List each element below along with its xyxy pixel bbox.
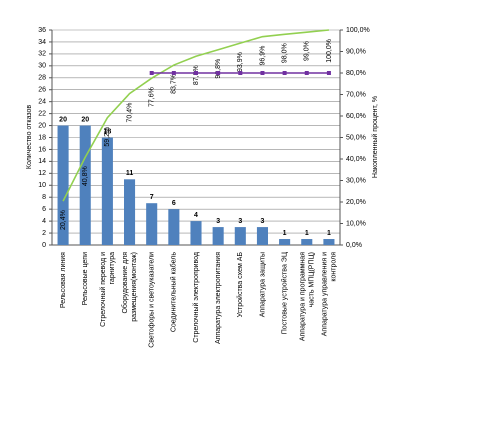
x-tick-label: Оборудование для размещения(монтаж) <box>121 252 138 322</box>
line-marker <box>260 71 265 75</box>
line-value-label: 87,8% <box>193 65 200 85</box>
y-tick-label: 30 <box>38 63 46 70</box>
x-tick-label: Аппаратура защиты <box>259 252 266 317</box>
bar-value-label: 4 <box>194 212 198 219</box>
line-value-label: 99,0% <box>304 41 311 61</box>
bar <box>146 203 158 245</box>
bar-value-label: 1 <box>327 230 331 237</box>
y2-tick-label: 40,0% <box>346 156 366 163</box>
y-tick-label: 20 <box>38 122 46 129</box>
y-tick-label: 34 <box>38 39 46 46</box>
y2-tick-label: 10,0% <box>346 220 366 227</box>
line-value-label: 83,7% <box>171 74 178 94</box>
line-value-label: 98,0% <box>281 43 288 63</box>
y-tick-label: 12 <box>38 170 46 177</box>
x-tick-label: Рельсовые цепи <box>82 252 89 305</box>
x-tick-label: Аппаратура и программная часть МПЦ(РПЦ) <box>299 252 315 341</box>
line-value-label: 40,8% <box>82 166 89 186</box>
line-marker <box>171 71 176 75</box>
line-marker <box>194 71 198 75</box>
bar <box>234 227 246 245</box>
y2-axis-title: Накопленный процент, % <box>371 96 379 178</box>
y-tick-label: 4 <box>42 218 46 225</box>
y-tick-label: 6 <box>42 206 46 213</box>
bar <box>124 179 136 245</box>
line-marker <box>216 71 221 75</box>
x-tick-label: Аппаратура управления и контроля <box>321 252 337 336</box>
y-tick-label: 8 <box>42 194 46 201</box>
y-tick-label: 22 <box>38 110 46 117</box>
y-tick-label: 28 <box>38 75 46 82</box>
x-tick-label: Стрелочный перевод и гарнитура <box>99 252 116 327</box>
line-value-label: 93,9% <box>237 52 244 72</box>
line-value-label: 70,4% <box>126 103 133 123</box>
bar <box>301 239 313 245</box>
y-tick-label: 32 <box>38 51 46 58</box>
line-marker <box>149 71 154 75</box>
bar <box>168 209 180 245</box>
y-axis-title: Количество отказов <box>26 105 33 170</box>
bar <box>190 221 202 245</box>
bar <box>256 227 268 245</box>
bar-value-label: 18 <box>103 128 111 135</box>
x-tick-label: Соединительный кабель <box>170 252 178 333</box>
bar-value-label: 6 <box>172 200 176 207</box>
bar-value-label: 3 <box>216 218 220 225</box>
x-tick-label: Стрелочный электропривод <box>192 252 200 343</box>
y-tick-label: 14 <box>38 158 46 165</box>
y2-tick-label: 30,0% <box>346 177 366 184</box>
line-value-label: 100,0% <box>326 39 333 63</box>
x-tick-label: Аппаратура электропитания <box>215 252 222 344</box>
line-value-label: 20,4% <box>60 210 67 230</box>
bar <box>79 125 91 245</box>
bar <box>212 227 224 245</box>
bar-value-label: 1 <box>283 230 287 237</box>
y2-tick-label: 100,0% <box>346 27 370 34</box>
y2-tick-label: 90,0% <box>346 48 366 55</box>
line-marker <box>238 71 243 75</box>
bar-value-label: 20 <box>59 116 67 123</box>
line-value-label: 90,8% <box>215 59 222 79</box>
line-value-label: 96,9% <box>259 46 266 66</box>
line-marker <box>304 71 309 75</box>
y-tick-label: 26 <box>38 87 46 94</box>
bar-value-label: 20 <box>81 116 89 123</box>
line-value-label: 59,2% <box>104 127 111 147</box>
bar <box>101 137 113 245</box>
x-tick-label: Постовые устройства ЭЦ <box>280 251 288 334</box>
bar-value-label: 1 <box>305 230 309 237</box>
y-tick-label: 0 <box>42 242 46 249</box>
bar-value-label: 3 <box>238 218 242 225</box>
y-tick-label: 36 <box>38 27 46 34</box>
x-tick-label: Рельсовая линия <box>60 252 67 308</box>
y2-tick-label: 50,0% <box>346 134 366 141</box>
bar-value-label: 11 <box>126 170 134 177</box>
bar-value-label: 7 <box>150 194 154 201</box>
line-marker <box>326 71 331 75</box>
y2-tick-label: 60,0% <box>346 113 366 120</box>
x-tick-label: Светофоры и светоуказатели <box>149 252 156 348</box>
y-tick-label: 2 <box>42 230 46 237</box>
y-tick-label: 16 <box>38 146 46 153</box>
y2-tick-label: 20,0% <box>346 199 366 206</box>
y-tick-label: 10 <box>38 182 46 189</box>
bar <box>279 239 291 245</box>
line-value-label: 77,6% <box>149 87 156 107</box>
y2-tick-label: 0,0% <box>346 242 362 249</box>
y-tick-label: 18 <box>38 134 46 141</box>
bar-value-label: 3 <box>261 218 265 225</box>
bar <box>57 125 69 245</box>
bar <box>323 239 335 245</box>
line-marker <box>282 71 287 75</box>
x-tick-label: Устройства схем АБ <box>236 252 244 318</box>
y2-tick-label: 80,0% <box>346 70 366 77</box>
y2-tick-label: 70,0% <box>346 91 366 98</box>
y-tick-label: 24 <box>38 99 46 106</box>
line <box>62 29 330 202</box>
